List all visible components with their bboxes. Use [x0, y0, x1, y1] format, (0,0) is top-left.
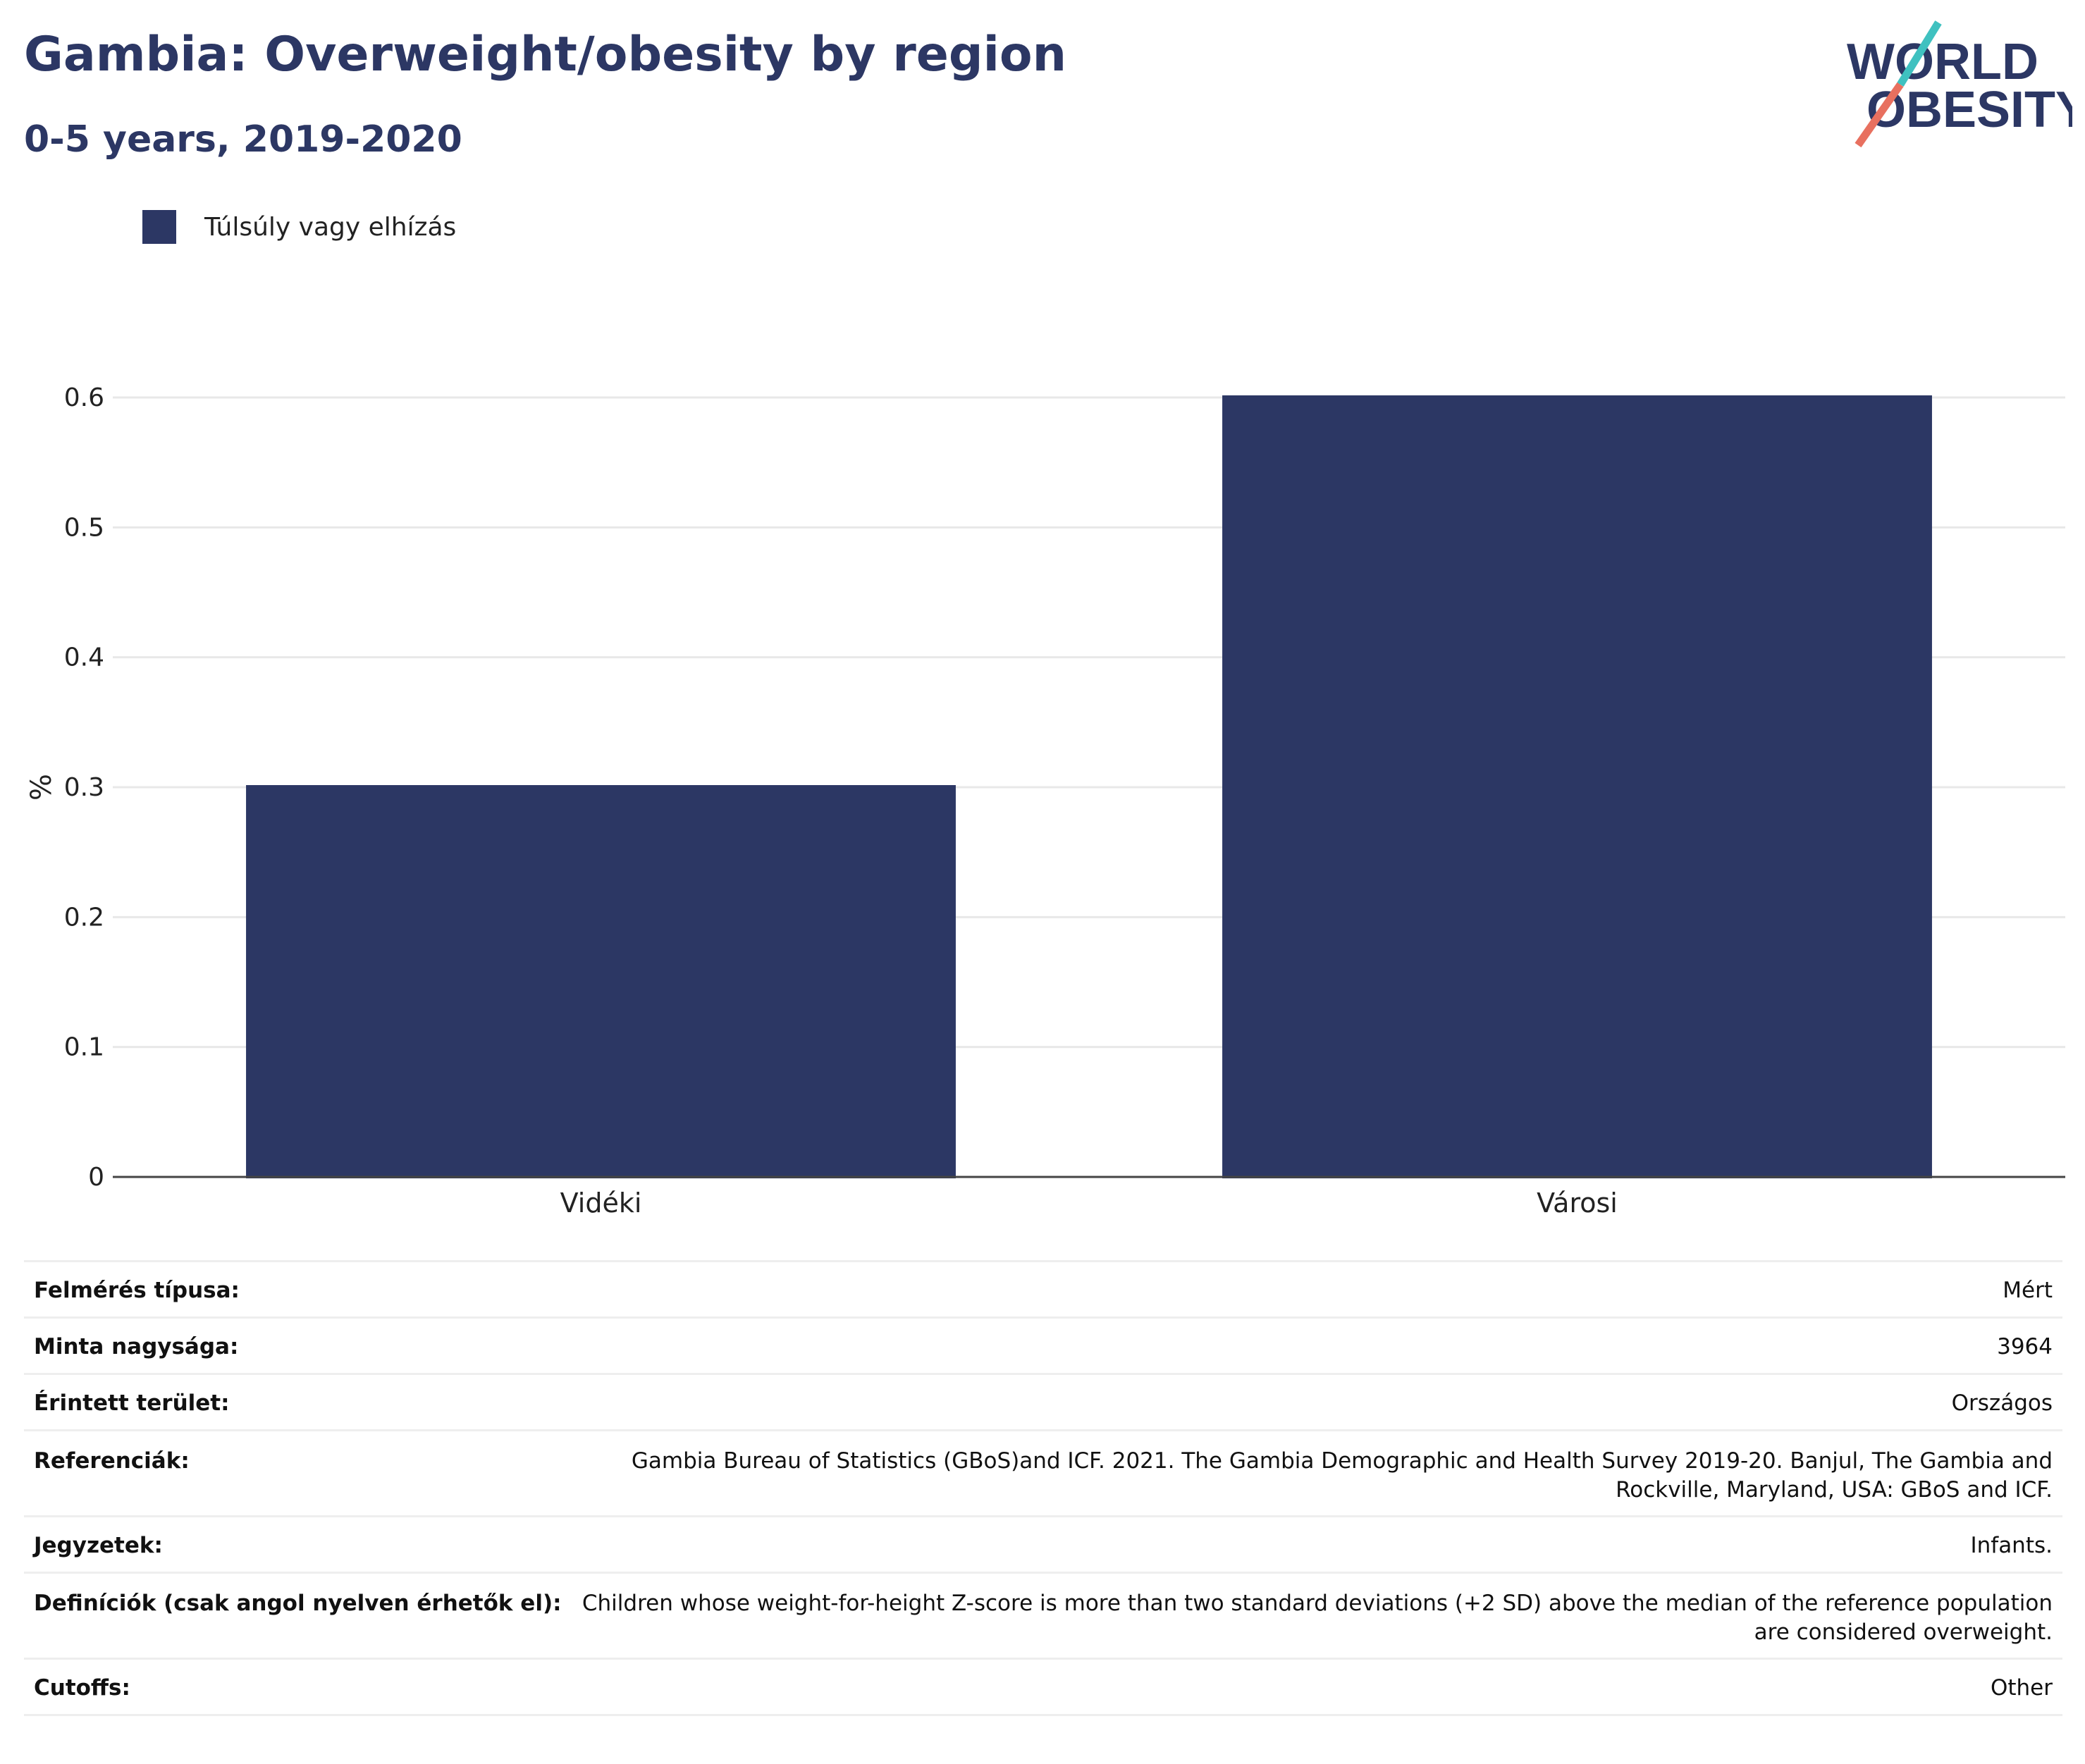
metadata-value: Children whose weight-for-height Z-score… [571, 1572, 2062, 1659]
metadata-row: Minta nagysága: 3964 [24, 1316, 2062, 1374]
metadata-key: Definíciók (csak angol nyelven érhetők e… [24, 1572, 572, 1659]
legend-swatch [142, 210, 176, 244]
logo-word-world: WORLD [1847, 34, 2038, 90]
metadata-row: Referenciák: Gambia Bureau of Statistics … [24, 1429, 2062, 1517]
y-tick-label: 0 [88, 1163, 104, 1192]
y-tick-label: 0.4 [64, 643, 104, 672]
y-tick-label: 0.1 [64, 1033, 104, 1062]
metadata-table: Felmérés típusa: Mért Minta nagysága: 3964 É… [24, 1260, 2062, 1716]
metadata-key: Referenciák: [24, 1429, 572, 1517]
y-tick-label: 0.6 [64, 383, 104, 412]
metadata-value: Országos [571, 1373, 2062, 1431]
bar-0 [246, 785, 956, 1178]
metadata-row: Felmérés típusa: Mért [24, 1260, 2062, 1318]
metadata-value: Other [571, 1658, 2062, 1716]
chart-title: Gambia: Overweight/obesity by region [24, 27, 1066, 82]
y-tick-label: 0.5 [64, 513, 104, 542]
chart-subtitle: 0-5 years, 2019-2020 [24, 118, 462, 161]
metadata-key: Érintett terület: [24, 1373, 572, 1431]
bar-1 [1222, 395, 1932, 1178]
y-axis-label: % [25, 774, 58, 801]
metadata-row: Definíciók (csak angol nyelven érhetők e… [24, 1572, 2062, 1659]
x-tick-label: Városi [1537, 1188, 1618, 1219]
bar-chart: 0 0.1 0.2 0.3 0.4 0.5 0.6% Vidéki Városi [25, 383, 2065, 1219]
metadata-key: Felmérés típusa: [24, 1260, 572, 1318]
metadata-row: Cutoffs: Other [24, 1658, 2062, 1716]
legend-label: Túlsúly vagy elhízás [204, 212, 457, 242]
metadata-key: Cutoffs: [24, 1658, 572, 1716]
legend[interactable]: Túlsúly vagy elhízás [142, 210, 456, 244]
metadata-key: Minta nagysága: [24, 1316, 572, 1374]
x-tick-label: Vidéki [560, 1188, 642, 1219]
metadata-row: Jegyzetek: Infants. [24, 1515, 2062, 1573]
world-obesity-logo: WORLD OBESITY [1847, 20, 2072, 148]
metadata-value: Infants. [571, 1515, 2062, 1573]
logo-word-obesity: OBESITY [1866, 82, 2072, 138]
metadata-key: Jegyzetek: [24, 1515, 572, 1573]
logo-slash-coral [1855, 82, 1904, 148]
logo-slash-teal [1897, 20, 1942, 87]
metadata-value: Mért [571, 1260, 2062, 1318]
metadata-value: 3964 [571, 1316, 2062, 1374]
y-tick-label: 0.2 [64, 903, 104, 932]
metadata-value: Gambia Bureau of Statistics (GBoS)and IC… [571, 1429, 2062, 1517]
metadata-row: Érintett terület: Országos [24, 1373, 2062, 1431]
y-tick-label: 0.3 [64, 773, 104, 802]
